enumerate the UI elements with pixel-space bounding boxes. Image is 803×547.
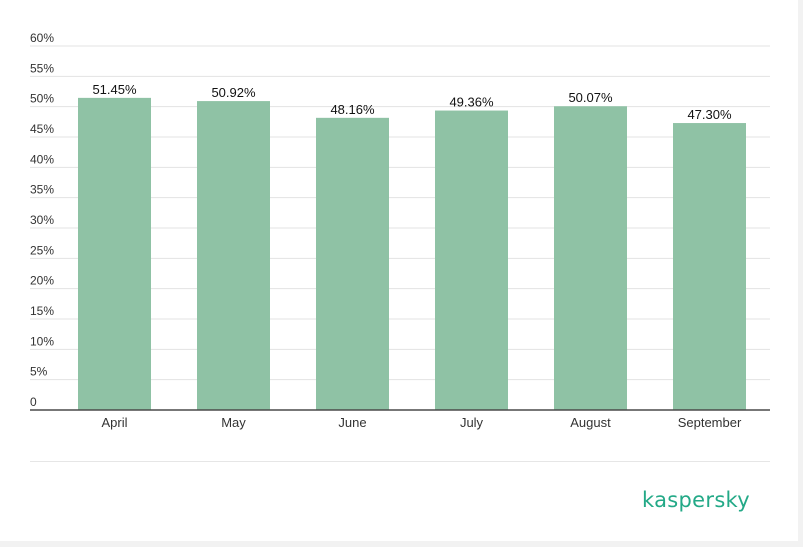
y-tick-label: 10% [30, 334, 54, 348]
y-tick-label: 30% [30, 213, 54, 227]
y-tick-label: 50% [30, 92, 54, 106]
y-tick-label: 55% [30, 61, 54, 75]
y-tick-label: 5% [30, 365, 48, 379]
bar-august [554, 106, 627, 410]
bar-september [673, 123, 746, 411]
y-tick-label: 45% [30, 122, 54, 136]
y-tick-label: 35% [30, 183, 54, 197]
x-tick-label: September [678, 415, 742, 430]
x-tick-label: June [338, 415, 366, 430]
x-tick-label: May [221, 415, 246, 430]
y-tick-label: 0 [30, 395, 37, 409]
data-label: 48.16% [330, 102, 375, 117]
data-label: 49.36% [449, 95, 494, 110]
bar-chart: 0 5% 10% 15% 20% 25% 30% 35% 40% 45% 50% 55% 60% 51.4… [30, 31, 770, 430]
x-tick-label: July [460, 415, 484, 430]
data-label: 50.07% [568, 90, 613, 105]
x-tick-label: August [570, 415, 611, 430]
y-tick-label: 60% [30, 31, 54, 45]
y-tick-label: 15% [30, 304, 54, 318]
bar-june [316, 117, 389, 410]
bar-july [435, 110, 508, 411]
data-label: 51.45% [92, 82, 137, 97]
kaspersky-logo: kaspersky [642, 488, 750, 512]
bar-may [197, 101, 270, 411]
data-label: 47.30% [687, 107, 732, 122]
footer-divider [30, 461, 770, 462]
x-tick-label: April [101, 415, 127, 430]
y-tick-label: 25% [30, 243, 54, 257]
data-label: 50.92% [211, 85, 256, 100]
y-tick-label: 40% [30, 152, 54, 166]
bar-april [78, 97, 151, 411]
y-tick-label: 20% [30, 274, 54, 288]
